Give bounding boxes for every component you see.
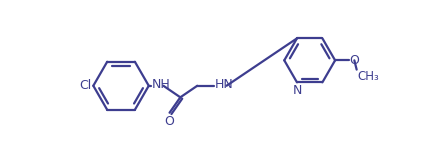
- Text: NH: NH: [152, 78, 170, 92]
- Text: CH₃: CH₃: [358, 70, 379, 83]
- Text: O: O: [350, 54, 360, 67]
- Text: N: N: [292, 84, 302, 97]
- Text: Cl: Cl: [79, 79, 92, 92]
- Text: O: O: [165, 115, 174, 128]
- Text: HN: HN: [215, 78, 234, 92]
